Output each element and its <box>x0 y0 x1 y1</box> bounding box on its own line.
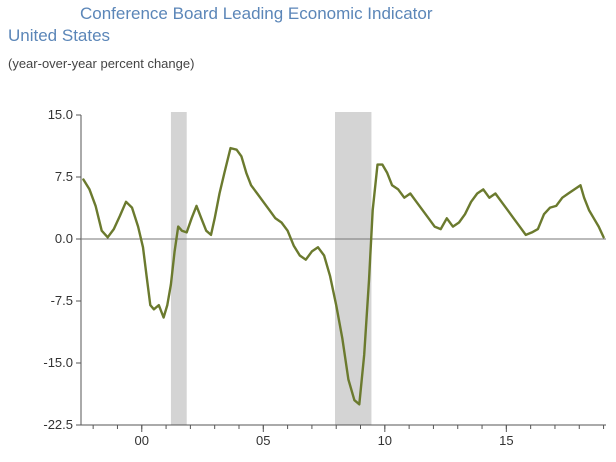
chart-title: Conference Board Leading Economic Indica… <box>80 4 433 23</box>
recession-band-1 <box>170 112 187 425</box>
y-tick-label: 0.0 <box>55 231 73 246</box>
x-tick-label: 00 <box>135 433 149 448</box>
series-line-1 <box>82 146 605 406</box>
x-tick-label: 15 <box>499 433 513 448</box>
y-tick-label: -7.5 <box>51 293 73 308</box>
recession-shading-layer <box>170 112 372 425</box>
y-tick-label: -22.5 <box>43 417 73 432</box>
y-tick-label: 15.0 <box>48 107 73 122</box>
y-tick-label: 7.5 <box>55 169 73 184</box>
x-tick-label: 10 <box>378 433 392 448</box>
chart-subtitle: United States <box>8 26 111 45</box>
tick-label-layer: 15.0 7.5 0.0 -7.5 -15.0 -22.5 00 05 10 15 <box>43 107 513 448</box>
axes-layer <box>76 114 606 432</box>
series-layer <box>82 146 605 406</box>
recession-band-2 <box>334 112 372 425</box>
y-axis-units-label: (year-over-year percent change) <box>8 56 195 71</box>
x-tick-label: 05 <box>256 433 270 448</box>
y-tick-label: -15.0 <box>43 355 73 370</box>
